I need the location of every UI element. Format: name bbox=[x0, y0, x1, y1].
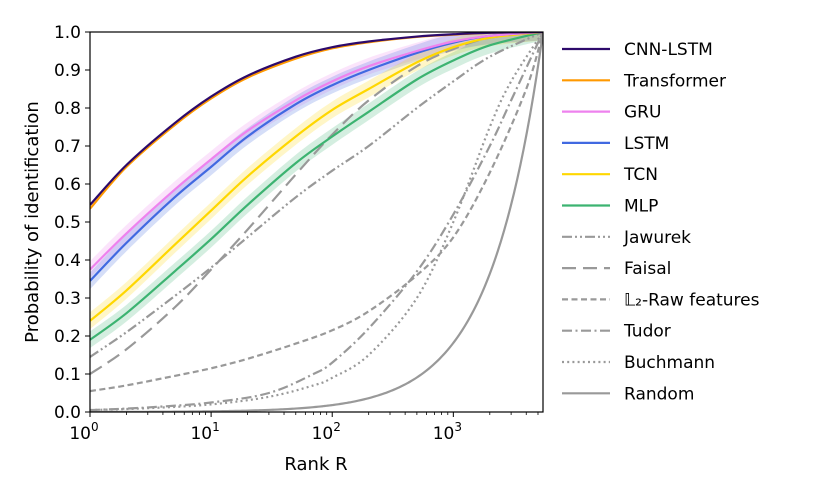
legend-entry-cnn-lstm: CNN-LSTM bbox=[562, 40, 713, 60]
y-tick-label: 0.5 bbox=[54, 213, 81, 233]
legend-label: Tudor bbox=[623, 322, 671, 342]
confidence-bands bbox=[90, 32, 543, 349]
x-tick-label: 101 bbox=[190, 420, 219, 444]
x-tick-label: 100 bbox=[69, 420, 98, 444]
legend-entry-tudor: Tudor bbox=[562, 322, 671, 342]
y-tick-label: 0.7 bbox=[54, 137, 81, 157]
legend-label: Jawurek bbox=[623, 228, 691, 248]
series-line-buchmann bbox=[90, 32, 543, 412]
legend-entry-raw-features: 𝕃₂-Raw features bbox=[562, 290, 760, 310]
legend-entry-tcn: TCN bbox=[562, 165, 658, 185]
y-axis-label: Probability of identification bbox=[22, 101, 43, 343]
legend-entry-jawurek: Jawurek bbox=[562, 228, 691, 248]
legend-entry-transformer: Transformer bbox=[562, 71, 726, 91]
y-tick-label: 0.8 bbox=[54, 99, 81, 119]
series-line-cnn-lstm bbox=[90, 32, 543, 206]
legend-entry-gru: GRU bbox=[562, 103, 661, 123]
legend-entry-random: Random bbox=[562, 384, 694, 404]
series-line-tudor bbox=[90, 32, 543, 412]
band-mlp bbox=[90, 32, 543, 349]
series-line-jawurek bbox=[90, 32, 543, 358]
legend: CNN-LSTM Transformer GRU LSTM TCN MLP Jawurek F… bbox=[562, 40, 760, 404]
y-tick-label: 0.1 bbox=[54, 365, 81, 385]
y-tick-label: 0.9 bbox=[54, 61, 81, 81]
legend-label: LSTM bbox=[624, 134, 669, 154]
x-tick-label: 102 bbox=[312, 420, 341, 444]
legend-entry-lstm: LSTM bbox=[562, 134, 669, 154]
y-tick-label: 0.0 bbox=[54, 403, 81, 423]
band-gru bbox=[90, 32, 543, 278]
legend-entry-mlp: MLP bbox=[562, 197, 658, 217]
legend-label: TCN bbox=[623, 165, 658, 185]
x-axis-label: Rank R bbox=[284, 454, 347, 475]
legend-entry-buchmann: Buchmann bbox=[562, 353, 715, 373]
y-tick-label: 0.2 bbox=[54, 327, 81, 347]
legend-label: CNN-LSTM bbox=[624, 40, 713, 60]
series-line-mlp bbox=[90, 32, 543, 341]
x-axis: 100 101 102 103 bbox=[69, 412, 539, 444]
band-lstm bbox=[90, 32, 543, 290]
legend-entry-faisal: Faisal bbox=[562, 259, 671, 279]
legend-label: Transformer bbox=[623, 71, 726, 91]
series-line-faisal bbox=[90, 32, 543, 375]
legend-label: MLP bbox=[624, 197, 658, 217]
legend-label: Random bbox=[624, 384, 694, 404]
y-tick-label: 1.0 bbox=[54, 23, 81, 43]
series-line-lstm bbox=[90, 32, 543, 282]
y-axis: 0.0 0.1 0.2 0.3 0.4 0.5 0.6 0.7 0.8 0.9 1.0 bbox=[54, 23, 90, 423]
series-line-gru bbox=[90, 32, 543, 271]
x-tick-label: 103 bbox=[433, 420, 462, 444]
y-tick-label: 0.6 bbox=[54, 175, 81, 195]
legend-label: Faisal bbox=[624, 259, 671, 279]
legend-label: GRU bbox=[624, 103, 661, 123]
y-tick-label: 0.3 bbox=[54, 289, 81, 309]
series-line-raw-features bbox=[90, 32, 543, 393]
y-tick-label: 0.4 bbox=[54, 251, 81, 271]
legend-label: 𝕃₂-Raw features bbox=[624, 290, 760, 310]
series-lines bbox=[90, 32, 543, 412]
series-line-tcn bbox=[90, 32, 543, 322]
legend-label: Buchmann bbox=[624, 353, 715, 373]
